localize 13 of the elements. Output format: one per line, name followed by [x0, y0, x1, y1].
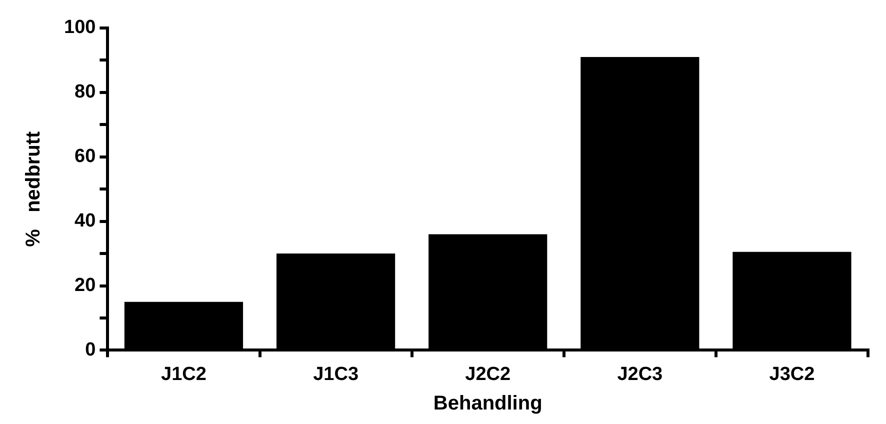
x-tick-label: J1C2: [161, 364, 206, 385]
y-tick-label: 100: [64, 17, 96, 38]
x-tick-label: J2C2: [465, 364, 511, 385]
x-tick-label: J1C3: [313, 364, 358, 385]
x-tick-label: J2C3: [617, 364, 663, 385]
y-tick-label: 20: [74, 274, 96, 296]
y-tick-label: 80: [74, 82, 96, 103]
y-tick-label: 0: [85, 339, 96, 360]
x-tick-label: J3C2: [769, 364, 815, 385]
y-axis-title: % nedbrutt: [22, 130, 45, 247]
x-axis-title: Behandling: [433, 392, 542, 415]
y-tick-label: 60: [74, 146, 96, 168]
y-tick-label: 40: [74, 210, 96, 232]
